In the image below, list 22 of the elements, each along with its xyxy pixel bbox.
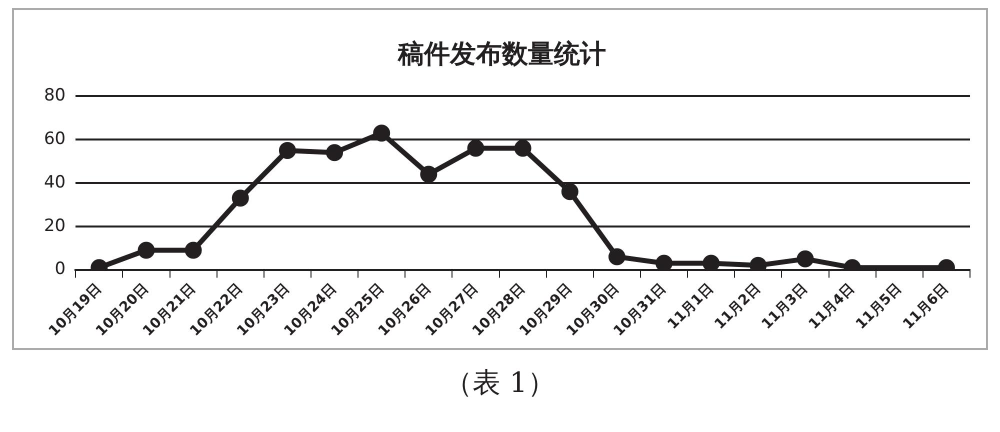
y-tick-label: 60 [44,129,66,150]
x-tick-label: 11月6日 [900,280,952,333]
point [138,242,155,259]
y-tick-label: 40 [44,172,66,192]
point [326,144,344,162]
point [232,190,249,207]
point [514,140,532,157]
y-tick-label: 80 [44,86,66,106]
point [184,242,202,259]
point [467,140,484,157]
point [420,166,438,183]
point [561,183,578,200]
point [278,142,296,159]
point [702,254,720,270]
point [796,250,814,268]
chart-title: 稿件发布数量统计 [397,39,606,70]
text: （表 1） [444,365,556,401]
point [373,124,390,142]
point [656,254,673,270]
point [608,248,626,266]
y-tick-label: 0 [54,259,66,280]
y-tick-label: 20 [44,216,66,236]
